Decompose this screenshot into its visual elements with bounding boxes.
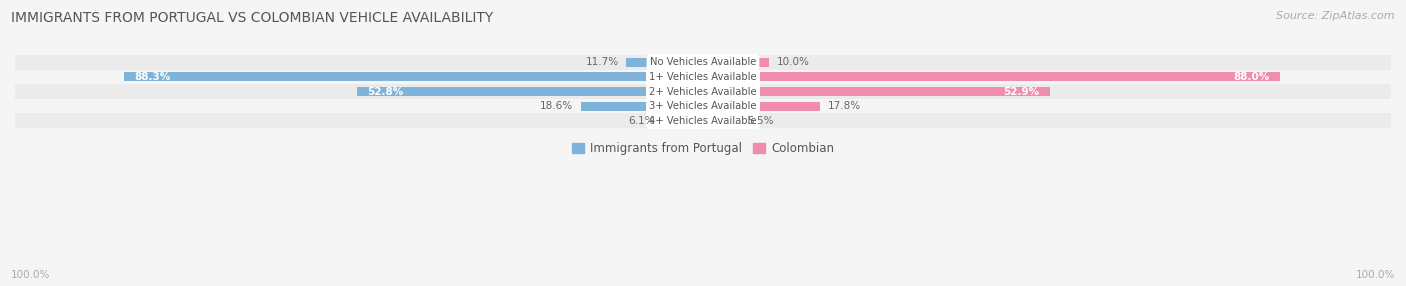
Text: 2+ Vehicles Available: 2+ Vehicles Available (650, 87, 756, 97)
Text: 10.0%: 10.0% (776, 57, 810, 67)
Text: Source: ZipAtlas.com: Source: ZipAtlas.com (1277, 11, 1395, 21)
Text: No Vehicles Available: No Vehicles Available (650, 57, 756, 67)
Text: 6.1%: 6.1% (628, 116, 655, 126)
Text: 52.9%: 52.9% (1004, 87, 1040, 97)
Bar (703, 102, 820, 111)
Bar (15, 55, 1391, 70)
Bar (626, 58, 703, 67)
Text: IMMIGRANTS FROM PORTUGAL VS COLOMBIAN VEHICLE AVAILABILITY: IMMIGRANTS FROM PORTUGAL VS COLOMBIAN VE… (11, 11, 494, 25)
Text: 4+ Vehicles Available: 4+ Vehicles Available (650, 116, 756, 126)
Bar (15, 84, 1391, 99)
Bar (124, 72, 703, 82)
Text: 11.7%: 11.7% (585, 57, 619, 67)
Bar (703, 58, 769, 67)
Text: 100.0%: 100.0% (11, 270, 51, 280)
Bar (15, 114, 1391, 128)
Bar (703, 72, 1279, 82)
Bar (357, 87, 703, 96)
Bar (15, 99, 1391, 114)
Text: 18.6%: 18.6% (540, 101, 574, 111)
Text: 52.8%: 52.8% (367, 87, 404, 97)
Text: 5.5%: 5.5% (747, 116, 773, 126)
Text: 17.8%: 17.8% (828, 101, 860, 111)
Legend: Immigrants from Portugal, Colombian: Immigrants from Portugal, Colombian (567, 138, 839, 160)
Bar (15, 70, 1391, 84)
Bar (581, 102, 703, 111)
Text: 88.3%: 88.3% (134, 72, 170, 82)
Text: 3+ Vehicles Available: 3+ Vehicles Available (650, 101, 756, 111)
Bar (703, 87, 1050, 96)
Bar (664, 116, 703, 125)
Text: 100.0%: 100.0% (1355, 270, 1395, 280)
Text: 1+ Vehicles Available: 1+ Vehicles Available (650, 72, 756, 82)
Text: 88.0%: 88.0% (1233, 72, 1270, 82)
Bar (703, 116, 740, 125)
